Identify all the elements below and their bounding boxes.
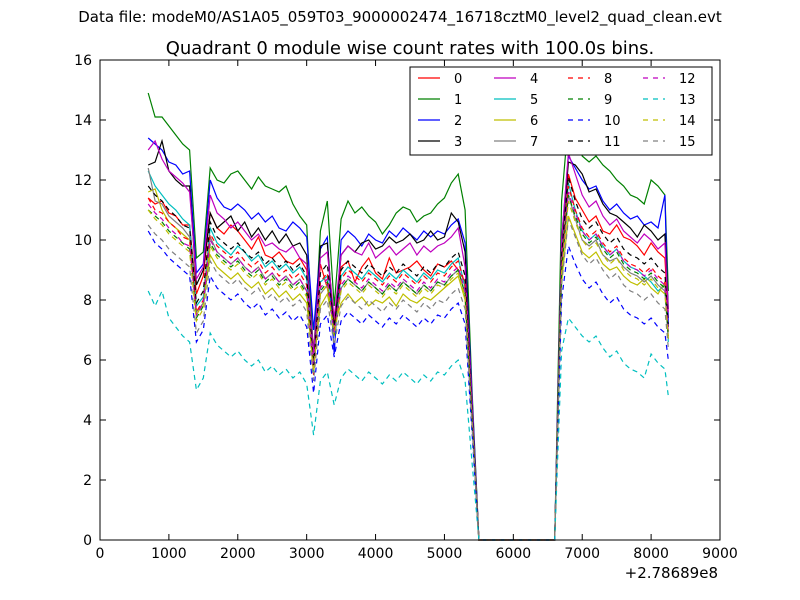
series-line-6 (147, 188, 669, 541)
y-tick-label: 16 (74, 53, 92, 69)
series-line-1 (147, 92, 669, 541)
y-tick-label: 10 (74, 233, 92, 249)
series-line-13 (147, 289, 669, 541)
x-axis-offset-label: +2.78689e8 (625, 564, 718, 582)
series-line-15 (147, 218, 669, 541)
plot-lines (147, 92, 669, 541)
x-tick-label: 3000 (289, 546, 325, 562)
series-line-11 (147, 176, 669, 541)
x-tick-label: 1000 (151, 546, 187, 562)
chart-title: Quadrant 0 module wise count rates with … (166, 38, 655, 59)
legend-frame (409, 66, 713, 156)
x-tick-label: 4000 (358, 546, 394, 562)
legend-label-6: 6 (530, 114, 538, 129)
series-line-0 (147, 173, 669, 541)
series-line-2 (147, 137, 669, 541)
y-tick-label: 4 (83, 413, 92, 429)
data-file-title: Data file: modeM0/AS1A05_059T03_90000024… (78, 8, 722, 26)
series-line-4 (147, 139, 669, 541)
legend-label-3: 3 (454, 135, 462, 150)
legend-label-1: 1 (454, 93, 462, 108)
legend-label-0: 0 (454, 72, 462, 87)
legend-label-10: 10 (604, 114, 621, 129)
legend-label-12: 12 (679, 72, 696, 87)
legend-label-2: 2 (454, 114, 462, 129)
series-line-7 (147, 167, 669, 541)
series-line-14 (147, 200, 669, 541)
series-line-12 (147, 191, 669, 541)
y-tick-label: 14 (74, 113, 92, 129)
x-tick-label: 2000 (220, 546, 256, 562)
y-tick-label: 8 (83, 293, 92, 309)
x-tick-label: 9000 (702, 546, 738, 562)
legend-label-4: 4 (530, 72, 538, 87)
y-tick-label: 12 (74, 173, 92, 189)
series-line-9 (147, 194, 669, 541)
y-tick-label: 2 (83, 473, 92, 489)
series-line-3 (147, 138, 669, 541)
x-tick-label: 5000 (427, 546, 463, 562)
legend-label-7: 7 (530, 135, 538, 150)
series-line-10 (147, 230, 669, 541)
legend-label-15: 15 (679, 135, 696, 150)
x-tick-label: 6000 (496, 546, 532, 562)
x-tick-label: 7000 (564, 546, 600, 562)
legend-label-14: 14 (679, 114, 696, 129)
legend-label-8: 8 (604, 72, 612, 87)
axis-ticks: 0 1000 2000 3000 4000 5000 6000 7000 8000 9000 0 2 4… (74, 53, 738, 562)
legend-label-9: 9 (604, 93, 612, 108)
x-tick-label: 0 (96, 546, 105, 562)
y-tick-label: 6 (83, 353, 92, 369)
x-tick-label: 8000 (633, 546, 669, 562)
y-tick-label: 0 (83, 533, 92, 549)
legend-label-11: 11 (604, 135, 621, 150)
legend-label-13: 13 (679, 93, 696, 108)
legend-label-5: 5 (530, 93, 538, 108)
